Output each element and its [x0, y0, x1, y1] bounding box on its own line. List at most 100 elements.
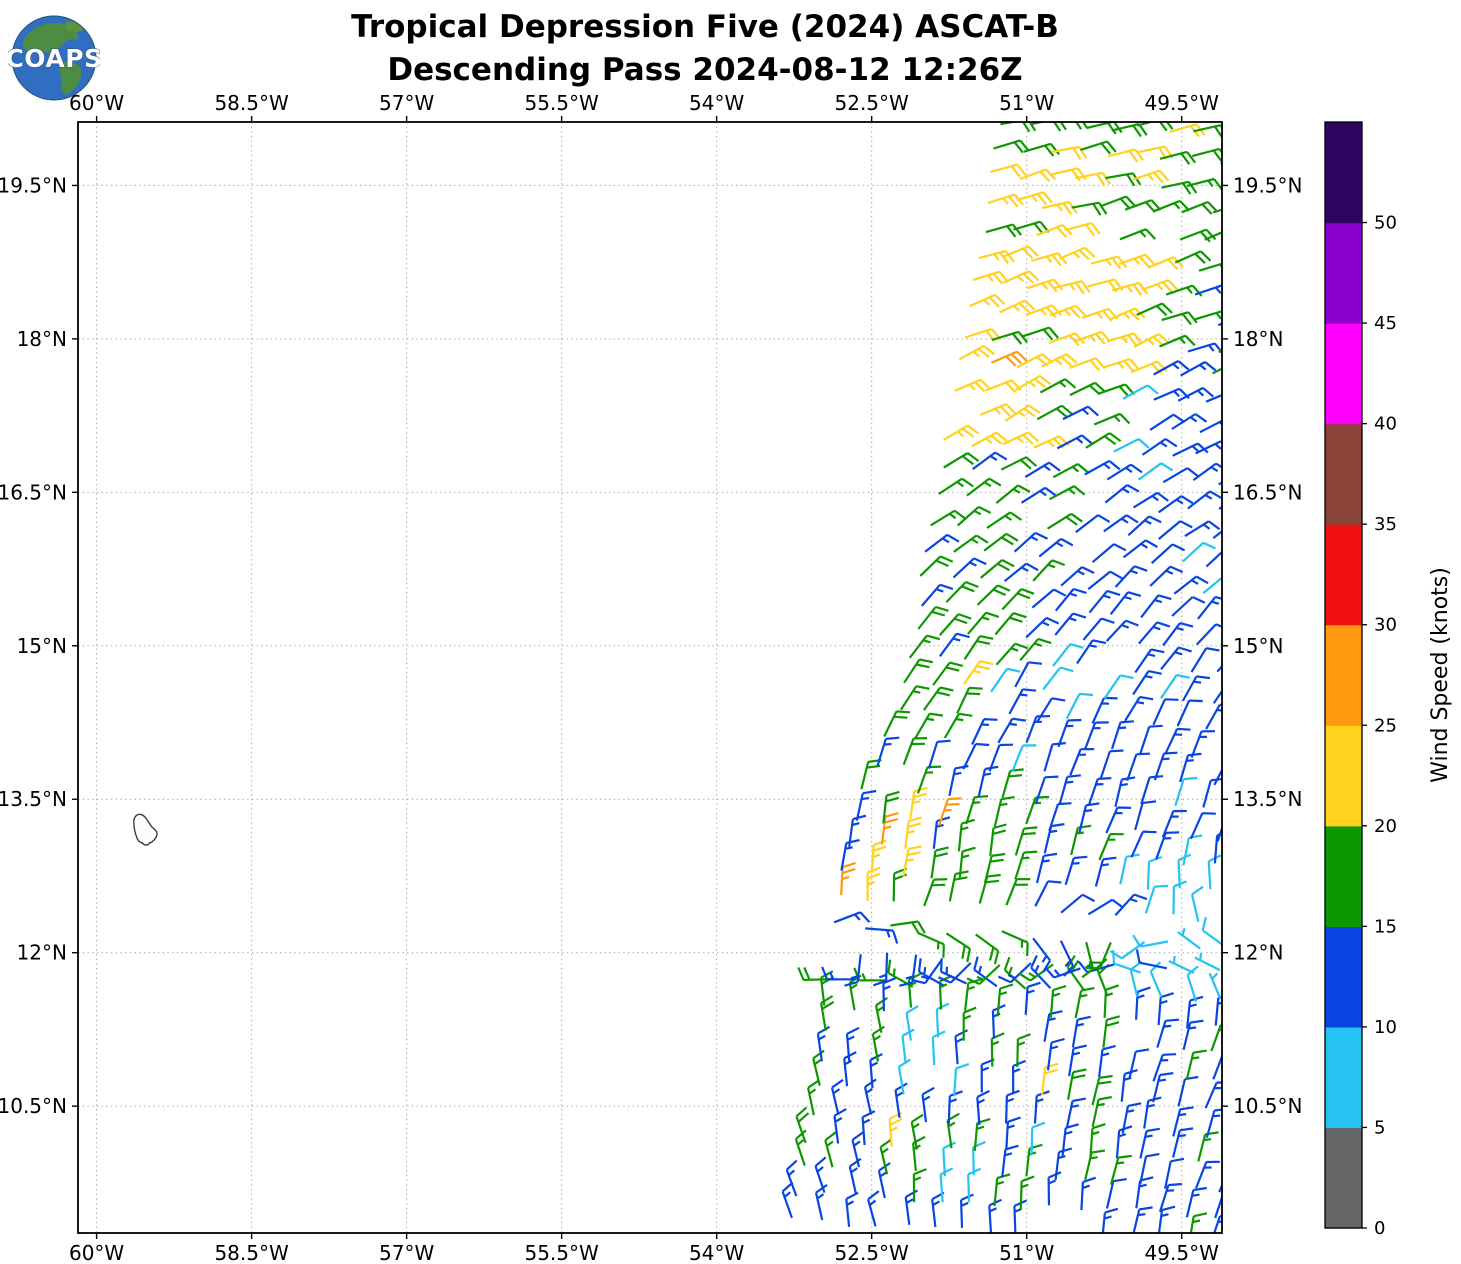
- wind-barb: [1080, 1176, 1097, 1211]
- wind-barb: [1164, 727, 1191, 755]
- wind-barb: [977, 765, 999, 797]
- wind-barb: [1002, 245, 1039, 260]
- wind-barb: [1088, 589, 1121, 614]
- wind-barb: [1026, 278, 1064, 293]
- wind-barb: [1205, 703, 1222, 730]
- wind-barb: [1165, 284, 1203, 297]
- wind-barb: [867, 1190, 880, 1227]
- wind-barb: [866, 866, 881, 901]
- grid-lines: [78, 122, 1222, 1233]
- wind-barb: [983, 852, 1006, 884]
- wind-barb: [1141, 438, 1178, 456]
- wind-barb: [1177, 927, 1201, 950]
- wind-barb: [1122, 384, 1159, 400]
- wind-barb: [1041, 1062, 1059, 1096]
- wind-barb: [1149, 565, 1184, 587]
- wind-barb: [1134, 648, 1165, 674]
- wind-barb: [1135, 986, 1151, 1020]
- wind-barb: [1109, 591, 1142, 615]
- wind-barb: [1098, 833, 1124, 861]
- wind-barb: [1035, 852, 1058, 884]
- wind-barb: [1068, 1044, 1087, 1077]
- wind-barb: [914, 712, 944, 739]
- wind-barb: [1034, 880, 1062, 907]
- wind-barb: [1075, 514, 1111, 534]
- wind-barb: [1132, 1206, 1153, 1233]
- wind-barb: [1001, 768, 1024, 799]
- wind-barb: [1218, 1182, 1222, 1193]
- wind-barb: [1137, 122, 1174, 132]
- wind-barb: [1048, 802, 1072, 832]
- wind-barb: [919, 555, 954, 577]
- wind-barb: [1038, 537, 1074, 558]
- wind-barb: [1049, 984, 1067, 1018]
- wind-barb: [1186, 995, 1204, 1029]
- wind-barb: [1081, 307, 1119, 322]
- wind-barb: [1033, 1090, 1050, 1124]
- wind-barb: [1179, 752, 1202, 783]
- title-line-1: Tropical Depression Five (2024) ASCAT-B: [351, 9, 1059, 45]
- wind-barb: [1003, 562, 1039, 583]
- y-tick-label-left: 16.5°N: [0, 480, 67, 504]
- wind-barb: [1162, 467, 1199, 484]
- wind-barb: [932, 816, 951, 849]
- wind-barb: [1140, 594, 1172, 619]
- logo-globe-icon: COAPS: [5, 15, 103, 101]
- wind-barb: [1103, 984, 1120, 1018]
- wind-barb: [1014, 826, 1038, 856]
- colorbar-tick-label: 25: [1374, 715, 1397, 736]
- wind-barb: [848, 1157, 862, 1195]
- wind-barb: [1160, 646, 1192, 670]
- wind-barb: [1197, 1131, 1219, 1162]
- wind-barb: [942, 1141, 956, 1177]
- wind-barb: [1182, 834, 1203, 866]
- wind-barb: [1144, 884, 1169, 914]
- wind-barb: [863, 1078, 877, 1115]
- wind-barb: [1054, 587, 1087, 612]
- wind-barb: [968, 293, 1006, 308]
- wind-barb: [1158, 520, 1193, 540]
- wind-barb: [1161, 809, 1187, 838]
- wind-barb: [1202, 777, 1222, 808]
- wind-barb: [1105, 1178, 1127, 1209]
- y-tick-label-right: 15°N: [1233, 634, 1283, 658]
- wind-barb: [962, 742, 990, 770]
- wind-barb: [907, 972, 922, 1008]
- wind-barb: [1146, 855, 1163, 890]
- wind-barb: [957, 818, 976, 852]
- wind-barb: [1034, 775, 1059, 805]
- wind-barb: [958, 846, 976, 880]
- wind-barb: [1230, 1133, 1251, 1161]
- wind-barb: [1158, 495, 1194, 514]
- wind-barb: [1030, 955, 1052, 989]
- wind-barb: [1105, 806, 1132, 834]
- colorbar-tick-label: 50: [1374, 213, 1397, 234]
- wind-barb: [1047, 512, 1083, 530]
- wind-barb: [930, 509, 967, 527]
- wind-barb: [1158, 1182, 1182, 1213]
- colorbar-tick-label: 5: [1374, 1117, 1385, 1138]
- wind-barb: [1002, 270, 1040, 284]
- wind-barb: [1025, 616, 1060, 639]
- land-outlines: [133, 813, 158, 846]
- wind-barb: [1152, 1072, 1174, 1103]
- wind-barb: [901, 1028, 915, 1064]
- wind-barb: [988, 743, 1014, 772]
- wind-barb: [880, 812, 899, 845]
- wind-barb: [1212, 367, 1222, 375]
- wind-barb: [902, 845, 922, 877]
- wind-barb: [1003, 956, 1027, 990]
- wind-barb: [1098, 1044, 1116, 1078]
- wind-barb: [807, 1079, 820, 1116]
- wind-barb: [932, 661, 964, 686]
- wind-barb: [1172, 1127, 1194, 1158]
- wind-barb: [1012, 1059, 1027, 1095]
- y-tick-label-left: 12°N: [17, 941, 67, 965]
- wind-barb: [1071, 201, 1108, 216]
- wind-barb: [1099, 195, 1137, 210]
- wind-barb: [947, 1090, 963, 1124]
- wind-barb: [1015, 374, 1052, 391]
- wind-barb: [1103, 674, 1134, 700]
- wind-barb: [871, 1025, 885, 1062]
